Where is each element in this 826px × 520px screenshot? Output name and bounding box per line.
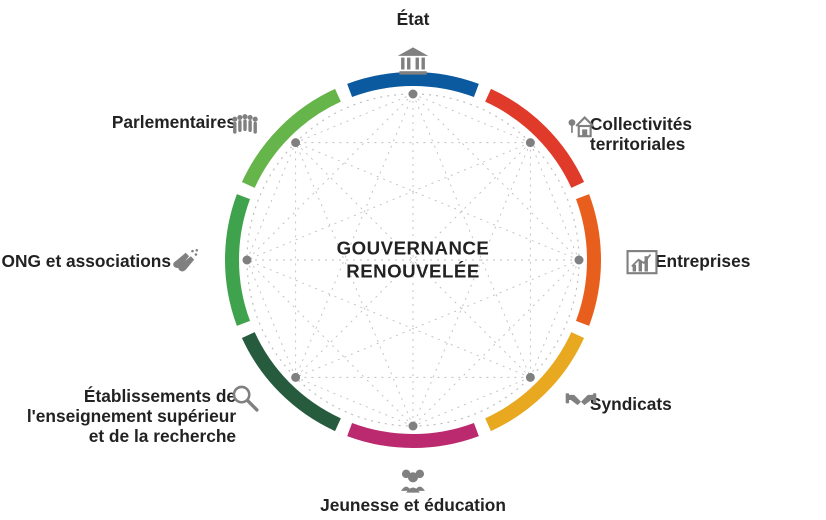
- label-syndicats: Syndicats: [590, 395, 672, 415]
- bank-icon: [396, 44, 430, 78]
- label-ong: ONG et associations: [2, 252, 171, 272]
- center-label: GOUVERNANCE RENOUVELÉE: [337, 237, 490, 284]
- clap-icon: [167, 246, 201, 280]
- people-icon: [396, 462, 430, 496]
- center-label-line2: RENOUVELÉE: [337, 260, 490, 283]
- house-tree-icon: [566, 109, 600, 143]
- label-collectivites: Collectivités territoriales: [590, 115, 692, 155]
- label-parlementaires: Parlementaires: [112, 113, 236, 133]
- label-etablissements: Établissements de l'enseignement supérie…: [27, 387, 236, 447]
- label-entreprises: Entreprises: [655, 252, 750, 272]
- crowd-icon: [228, 109, 262, 143]
- handshake-icon: [564, 383, 598, 417]
- magnifier-icon: [228, 381, 262, 415]
- label-etat: État: [397, 10, 430, 30]
- center-label-line1: GOUVERNANCE: [337, 237, 490, 260]
- chart-icon: [625, 246, 659, 280]
- label-jeunesse: Jeunesse et éducation: [320, 496, 506, 516]
- diagram-stage: GOUVERNANCE RENOUVELÉE État Collectivités…: [0, 0, 826, 520]
